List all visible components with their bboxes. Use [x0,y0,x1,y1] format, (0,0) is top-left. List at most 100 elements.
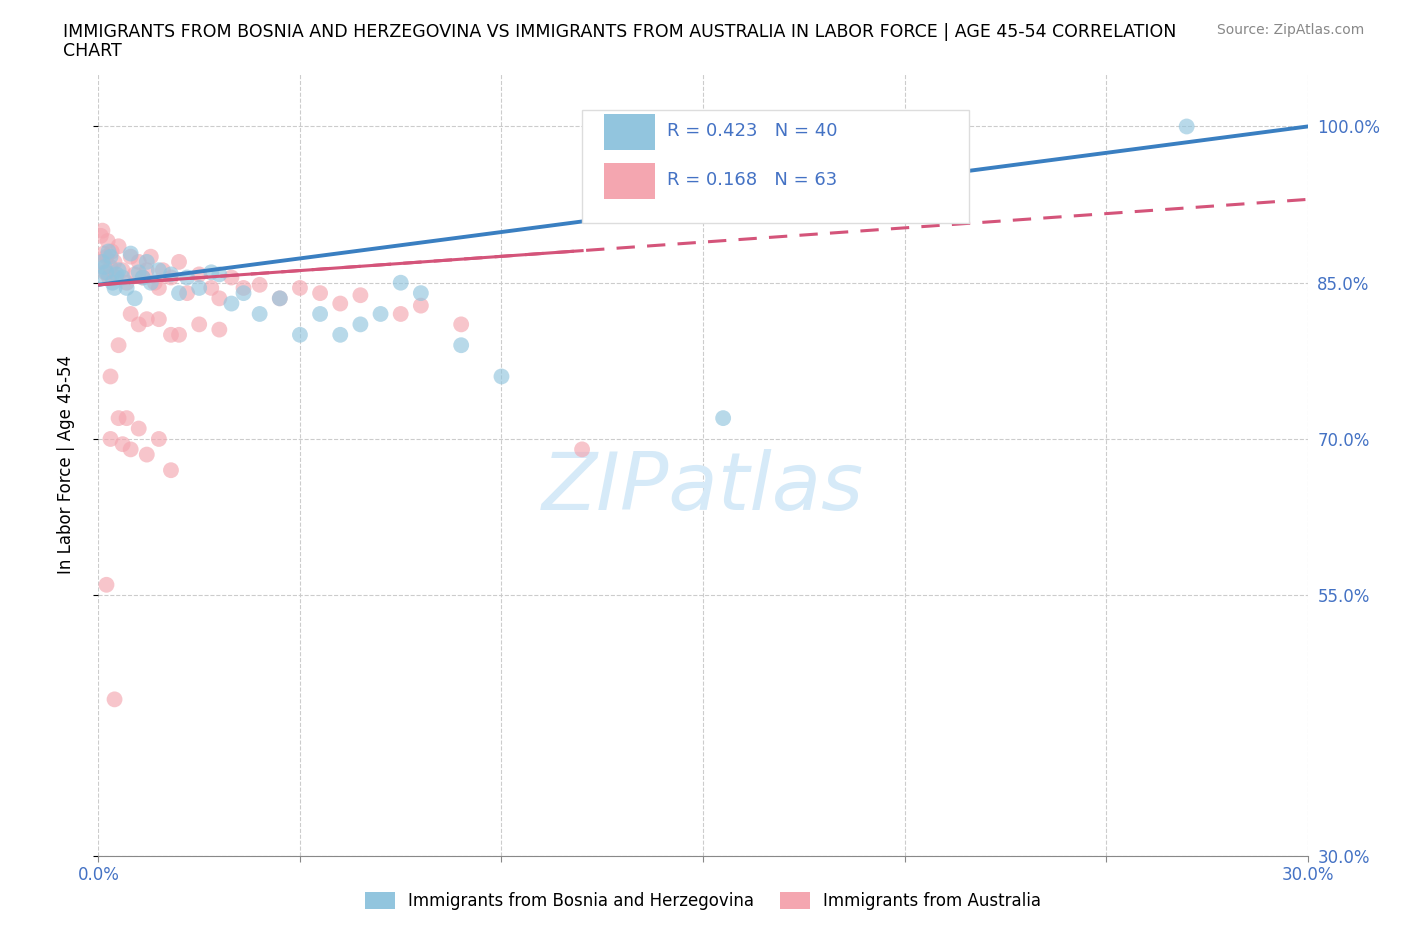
Point [111,270,134,285]
Y-axis label: In Labor Force | Age 45-54: In Labor Force | Age 45-54 [56,355,75,575]
Point [148,432,170,446]
Text: IMMIGRANTS FROM BOSNIA AND HERZEGOVINA VS IMMIGRANTS FROM AUSTRALIA IN LABOR FOR: IMMIGRANTS FROM BOSNIA AND HERZEGOVINA V… [63,23,1177,41]
Point [167,327,190,342]
Point [148,312,170,326]
Point [128,317,150,332]
Point [107,239,129,254]
Point [100,259,122,274]
Point [208,291,231,306]
Point [329,327,352,342]
Point [120,249,142,264]
Point [93,259,115,274]
Point [90,229,112,244]
Point [105,267,128,282]
Point [148,281,170,296]
Point [115,275,138,290]
Point [115,411,138,426]
Point [221,296,243,311]
Point [89,270,111,285]
Point [107,338,129,352]
Point [96,265,118,280]
Point [329,296,352,311]
Point [100,432,122,446]
Text: ZIPatlas: ZIPatlas [541,449,865,527]
Point [208,267,231,282]
Point [93,246,115,261]
Point [94,265,117,280]
Point [232,286,254,300]
Point [120,442,142,457]
Point [103,692,125,707]
Point [135,447,157,462]
Point [124,291,146,306]
Point [100,244,122,259]
Point [107,411,129,426]
Point [100,369,122,384]
Point [160,463,183,478]
Point [120,246,142,261]
Point [135,312,157,326]
FancyBboxPatch shape [603,163,655,199]
Point [128,255,150,270]
Point [100,249,122,264]
Point [97,244,120,259]
Text: CHART: CHART [63,42,122,60]
Point [160,327,183,342]
Point [409,286,432,300]
Point [370,307,392,322]
Point [450,317,472,332]
Point [148,263,170,278]
Point [103,281,125,296]
Point [571,442,593,457]
Point [96,249,118,264]
Point [491,369,513,384]
Point [96,578,118,592]
Point [139,249,162,264]
Legend: Immigrants from Bosnia and Herzegovina, Immigrants from Australia: Immigrants from Bosnia and Herzegovina, … [359,885,1047,917]
Point [208,322,231,337]
Point [91,255,114,270]
Point [103,255,125,270]
FancyBboxPatch shape [603,114,655,150]
Point [711,411,734,426]
Point [91,223,114,238]
Point [249,307,271,322]
Point [389,275,412,290]
Point [135,263,157,278]
Point [249,277,271,292]
Point [97,233,120,248]
Point [176,286,198,300]
Point [450,338,472,352]
Point [188,317,211,332]
Point [1175,119,1198,134]
Point [188,267,211,282]
Point [288,327,311,342]
Point [89,255,111,270]
Point [101,275,124,290]
Point [232,281,254,296]
Point [349,317,371,332]
Point [111,437,134,452]
Point [128,421,150,436]
Point [152,263,174,278]
Point [269,291,291,306]
Point [115,281,138,296]
Point [309,307,332,322]
Point [167,255,190,270]
Point [176,270,198,285]
Point [128,265,150,280]
Point [132,270,155,285]
Point [389,307,412,322]
Point [143,275,166,290]
Text: Source: ZipAtlas.com: Source: ZipAtlas.com [1216,23,1364,37]
Point [124,267,146,282]
Point [132,270,155,285]
Point [104,270,127,285]
Point [188,281,211,296]
Point [160,267,183,282]
Point [200,281,222,296]
Point [107,263,129,278]
Point [97,270,120,285]
FancyBboxPatch shape [582,110,969,223]
Point [309,286,332,300]
